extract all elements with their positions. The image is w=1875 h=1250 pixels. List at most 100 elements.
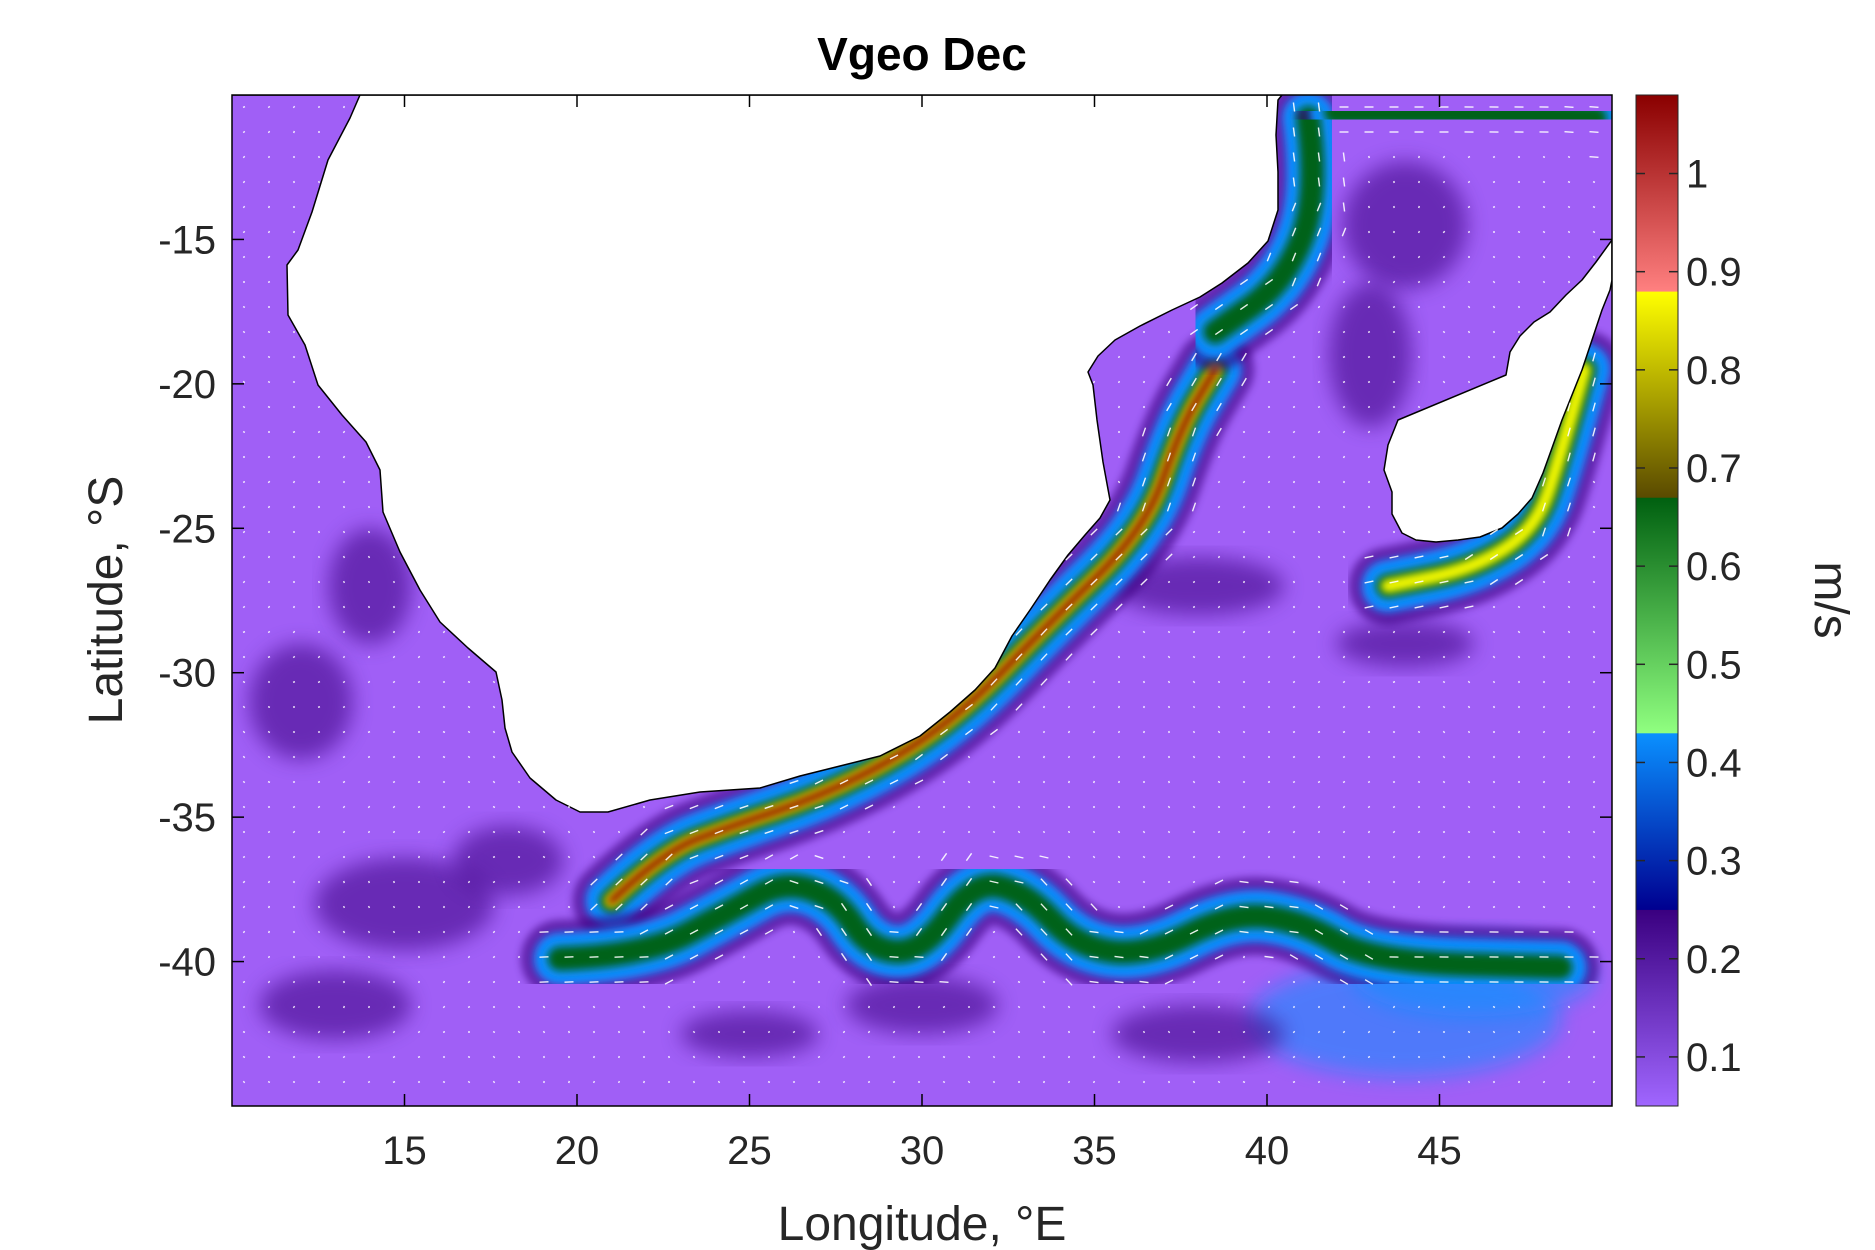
velocity-vector bbox=[914, 956, 924, 958]
velocity-vector bbox=[1567, 730, 1571, 734]
velocity-vector bbox=[742, 955, 746, 959]
velocity-vector bbox=[467, 1080, 471, 1084]
velocity-vector bbox=[1564, 106, 1574, 108]
velocity-vector bbox=[1065, 628, 1073, 636]
velocity-vector bbox=[592, 1080, 596, 1084]
velocity-vector bbox=[889, 981, 899, 983]
velocity-vector bbox=[940, 852, 948, 862]
velocity-vector bbox=[267, 456, 271, 458]
velocity-vector bbox=[664, 929, 674, 935]
velocity-vector bbox=[1592, 505, 1596, 509]
velocity-vector bbox=[1292, 706, 1296, 708]
velocity-vector bbox=[1367, 1005, 1371, 1009]
velocity-vector bbox=[1043, 755, 1045, 759]
velocity-vector bbox=[1090, 903, 1098, 911]
velocity-vector bbox=[1167, 805, 1171, 809]
velocity-vector bbox=[1267, 805, 1271, 809]
velocity-vector bbox=[242, 155, 246, 159]
velocity-vector bbox=[1165, 528, 1173, 536]
velocity-vector bbox=[1342, 580, 1346, 584]
velocity-vector bbox=[1542, 880, 1546, 884]
velocity-vector bbox=[1592, 255, 1596, 259]
velocity-vector bbox=[1592, 931, 1596, 933]
velocity-vector bbox=[967, 805, 971, 809]
velocity-vector bbox=[840, 952, 848, 962]
velocity-vector bbox=[1192, 730, 1196, 734]
velocity-vector bbox=[1417, 755, 1421, 759]
velocity-vector bbox=[242, 755, 246, 759]
velocity-vector bbox=[689, 804, 699, 810]
velocity-vector bbox=[1092, 705, 1096, 709]
velocity-vector bbox=[1317, 305, 1321, 309]
velocity-vector bbox=[1118, 405, 1120, 409]
velocity-vector bbox=[1592, 427, 1596, 437]
velocity-vector bbox=[343, 955, 345, 959]
velocity-vector bbox=[1243, 955, 1245, 959]
velocity-vector bbox=[1217, 1006, 1221, 1008]
velocity-vector bbox=[1167, 1030, 1171, 1034]
velocity-vector bbox=[667, 1005, 671, 1009]
velocity-vector bbox=[1567, 755, 1571, 759]
velocity-vector bbox=[1317, 780, 1321, 784]
velocity-vector bbox=[242, 505, 246, 509]
velocity-vector bbox=[1065, 653, 1073, 661]
velocity-vector bbox=[1217, 1055, 1221, 1059]
velocity-vector bbox=[367, 530, 371, 534]
velocity-vector bbox=[1492, 1005, 1496, 1009]
velocity-vector bbox=[1589, 156, 1599, 158]
velocity-vector bbox=[1191, 502, 1197, 512]
agulhas-current-core bbox=[572, 330, 1255, 940]
velocity-vector bbox=[1089, 930, 1099, 934]
velocity-vector bbox=[914, 981, 924, 983]
velocity-vector bbox=[1592, 531, 1596, 533]
velocity-vector bbox=[267, 706, 271, 708]
velocity-vector bbox=[1292, 1055, 1296, 1059]
velocity-vector bbox=[242, 106, 246, 108]
velocity-vector bbox=[917, 1030, 921, 1034]
velocity-vector bbox=[492, 1055, 496, 1059]
velocity-vector bbox=[492, 905, 496, 909]
velocity-vector bbox=[1339, 929, 1349, 935]
velocity-vector bbox=[1317, 405, 1321, 409]
velocity-vector bbox=[318, 555, 320, 559]
y-axis-label: Latitude, °S bbox=[80, 476, 133, 725]
velocity-vector bbox=[865, 977, 873, 987]
velocity-vector bbox=[1367, 780, 1371, 784]
velocity-vector bbox=[1566, 477, 1572, 487]
velocity-vector bbox=[817, 1055, 821, 1059]
velocity-vector bbox=[1141, 427, 1147, 437]
velocity-vector bbox=[242, 180, 246, 184]
velocity-vector bbox=[664, 829, 674, 835]
velocity-vector bbox=[1592, 880, 1596, 884]
velocity-vector bbox=[1541, 477, 1547, 487]
velocity-vector bbox=[318, 530, 320, 534]
velocity-vector bbox=[1567, 906, 1571, 908]
velocity-vector bbox=[1217, 755, 1221, 759]
velocity-vector bbox=[1364, 605, 1374, 609]
velocity-vector bbox=[1217, 980, 1221, 984]
velocity-vector bbox=[1314, 929, 1324, 935]
low-speed-patch bbox=[328, 528, 412, 644]
velocity-vector bbox=[267, 980, 271, 984]
x-axis-label: Longitude, °E bbox=[778, 1198, 1067, 1250]
velocity-vector bbox=[1467, 380, 1471, 384]
velocity-vector bbox=[1392, 681, 1396, 683]
velocity-vector bbox=[1542, 755, 1546, 759]
velocity-vector bbox=[1192, 705, 1196, 709]
velocity-vector bbox=[1442, 155, 1446, 159]
velocity-vector bbox=[1317, 655, 1321, 659]
velocity-vector bbox=[1417, 280, 1421, 284]
velocity-vector bbox=[1517, 280, 1521, 284]
velocity-vector bbox=[267, 830, 271, 834]
velocity-vector bbox=[367, 655, 371, 659]
velocity-vector bbox=[892, 1005, 896, 1009]
velocity-vector bbox=[292, 1030, 296, 1034]
velocity-vector bbox=[1392, 280, 1396, 284]
velocity-vector bbox=[592, 830, 596, 834]
velocity-vector bbox=[1239, 930, 1249, 934]
velocity-vector bbox=[1417, 406, 1421, 408]
velocity-vector bbox=[867, 1081, 871, 1083]
velocity-vector bbox=[267, 406, 271, 408]
velocity-vector bbox=[714, 804, 724, 810]
velocity-vector bbox=[293, 130, 295, 134]
